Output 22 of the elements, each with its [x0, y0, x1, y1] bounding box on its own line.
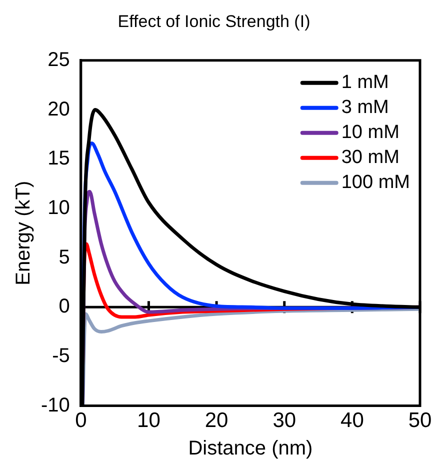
y-tick-label: 15	[48, 148, 70, 170]
y-tick-label: 5	[58, 246, 70, 268]
x-tick-label: 10	[137, 409, 160, 432]
legend-label: 1 mM	[341, 72, 389, 94]
x-tick-label: 40	[340, 409, 364, 432]
y-tick-label: -5	[52, 344, 70, 367]
y-tick-label: 25	[48, 48, 70, 71]
y-tick-label: -10	[41, 394, 70, 416]
legend-label: 100 mM	[341, 172, 410, 194]
legend-label: 10 mM	[341, 122, 400, 144]
x-tick-label: 0	[75, 409, 87, 432]
chart-title: Effect of Ionic Strength (I)	[118, 12, 310, 31]
y-tick-label: 0	[58, 296, 70, 318]
y-tick-label: 10	[48, 196, 70, 219]
legend-label: 30 mM	[341, 147, 400, 168]
x-tick-label: 20	[204, 409, 228, 432]
y-tick-label: 20	[48, 98, 70, 120]
x-tick-label: 50	[408, 409, 432, 432]
y-axis-title: Energy (kT)	[12, 180, 35, 286]
x-axis-title: Distance (nm)	[188, 438, 313, 460]
legend-label: 3 mM	[341, 97, 389, 118]
x-tick-label: 30	[272, 409, 296, 432]
